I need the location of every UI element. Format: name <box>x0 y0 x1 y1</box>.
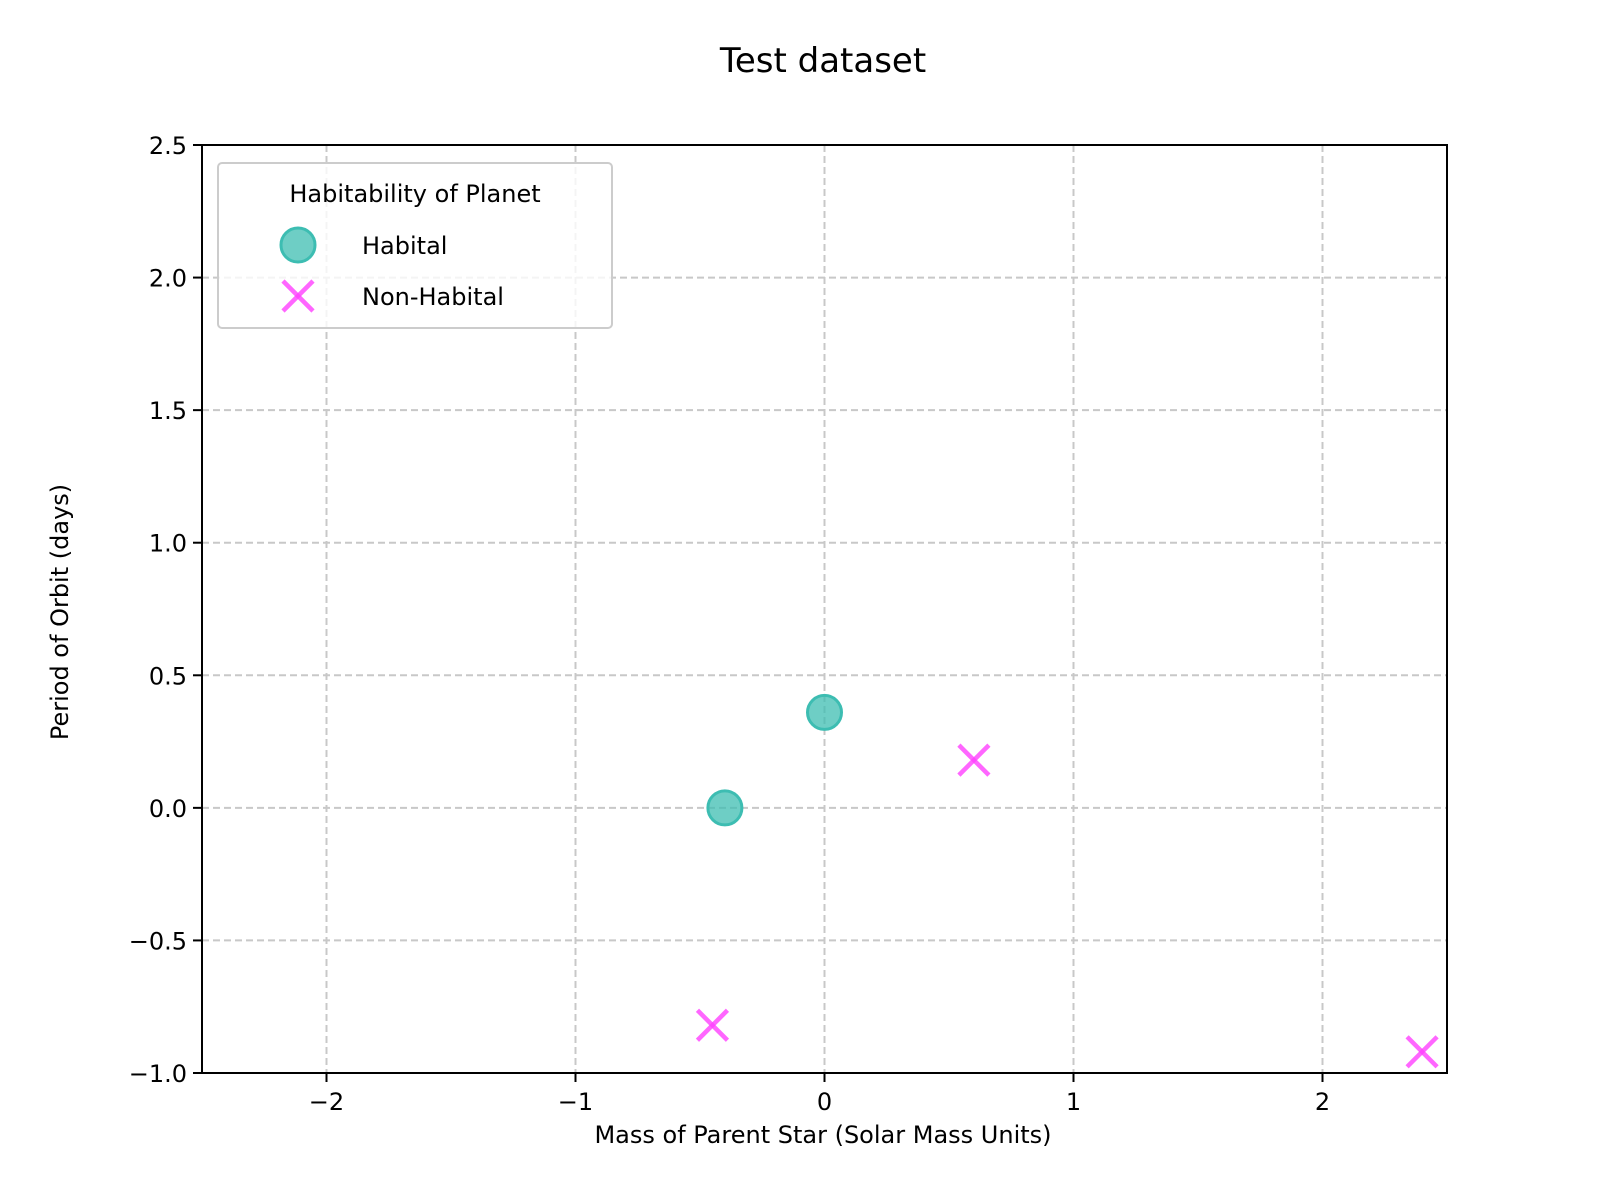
x-marker-stroke <box>957 743 991 777</box>
y-tick-label: −0.5 <box>129 927 187 955</box>
x-marker-stroke <box>695 1008 730 1042</box>
x-tick-label: −1 <box>558 1088 593 1116</box>
x-tick-label: 2 <box>1315 1088 1330 1116</box>
y-tick-label: 2.0 <box>149 265 187 293</box>
x-tick-label: 0 <box>817 1088 832 1116</box>
legend-label: Habital <box>362 232 447 260</box>
chart-title: Test dataset <box>719 41 926 81</box>
habital-point <box>806 693 843 731</box>
x-marker-stroke <box>281 279 315 313</box>
x-tick-label: 1 <box>1066 1088 1081 1116</box>
y-tick-label: 1.5 <box>149 397 187 425</box>
non-habital-point <box>957 743 991 777</box>
x-marker-stroke <box>1405 1035 1439 1069</box>
y-ticks: −1.0 −0.5 0.0 0.5 1.0 1.5 2.0 2.5 <box>129 132 202 1088</box>
non-habital-point <box>1405 1035 1439 1069</box>
y-tick-label: 0.5 <box>149 662 187 690</box>
x-tick-label: −2 <box>309 1088 344 1116</box>
y-tick-label: 2.5 <box>149 132 187 160</box>
legend-x-marker <box>281 279 315 313</box>
legend-circle-marker <box>279 226 317 264</box>
y-axis-label: Period of Orbit (days) <box>46 484 74 740</box>
x-ticks: −2 −1 0 1 2 <box>309 1073 1330 1116</box>
y-tick-label: 1.0 <box>149 530 187 558</box>
y-tick-label: 0.0 <box>149 795 187 823</box>
legend-label: Non-Habital <box>362 283 504 311</box>
y-tick-label: −1.0 <box>129 1060 187 1088</box>
non-habital-point <box>695 1008 730 1042</box>
legend: Habitability of Planet Habital Non-Habita… <box>217 162 613 329</box>
habital-point <box>706 789 744 827</box>
data-points <box>695 693 1439 1069</box>
x-axis-label: Mass of Parent Star (Solar Mass Units) <box>594 1121 1051 1149</box>
legend-box <box>217 162 613 329</box>
legend-title: Habitability of Planet <box>289 180 540 208</box>
